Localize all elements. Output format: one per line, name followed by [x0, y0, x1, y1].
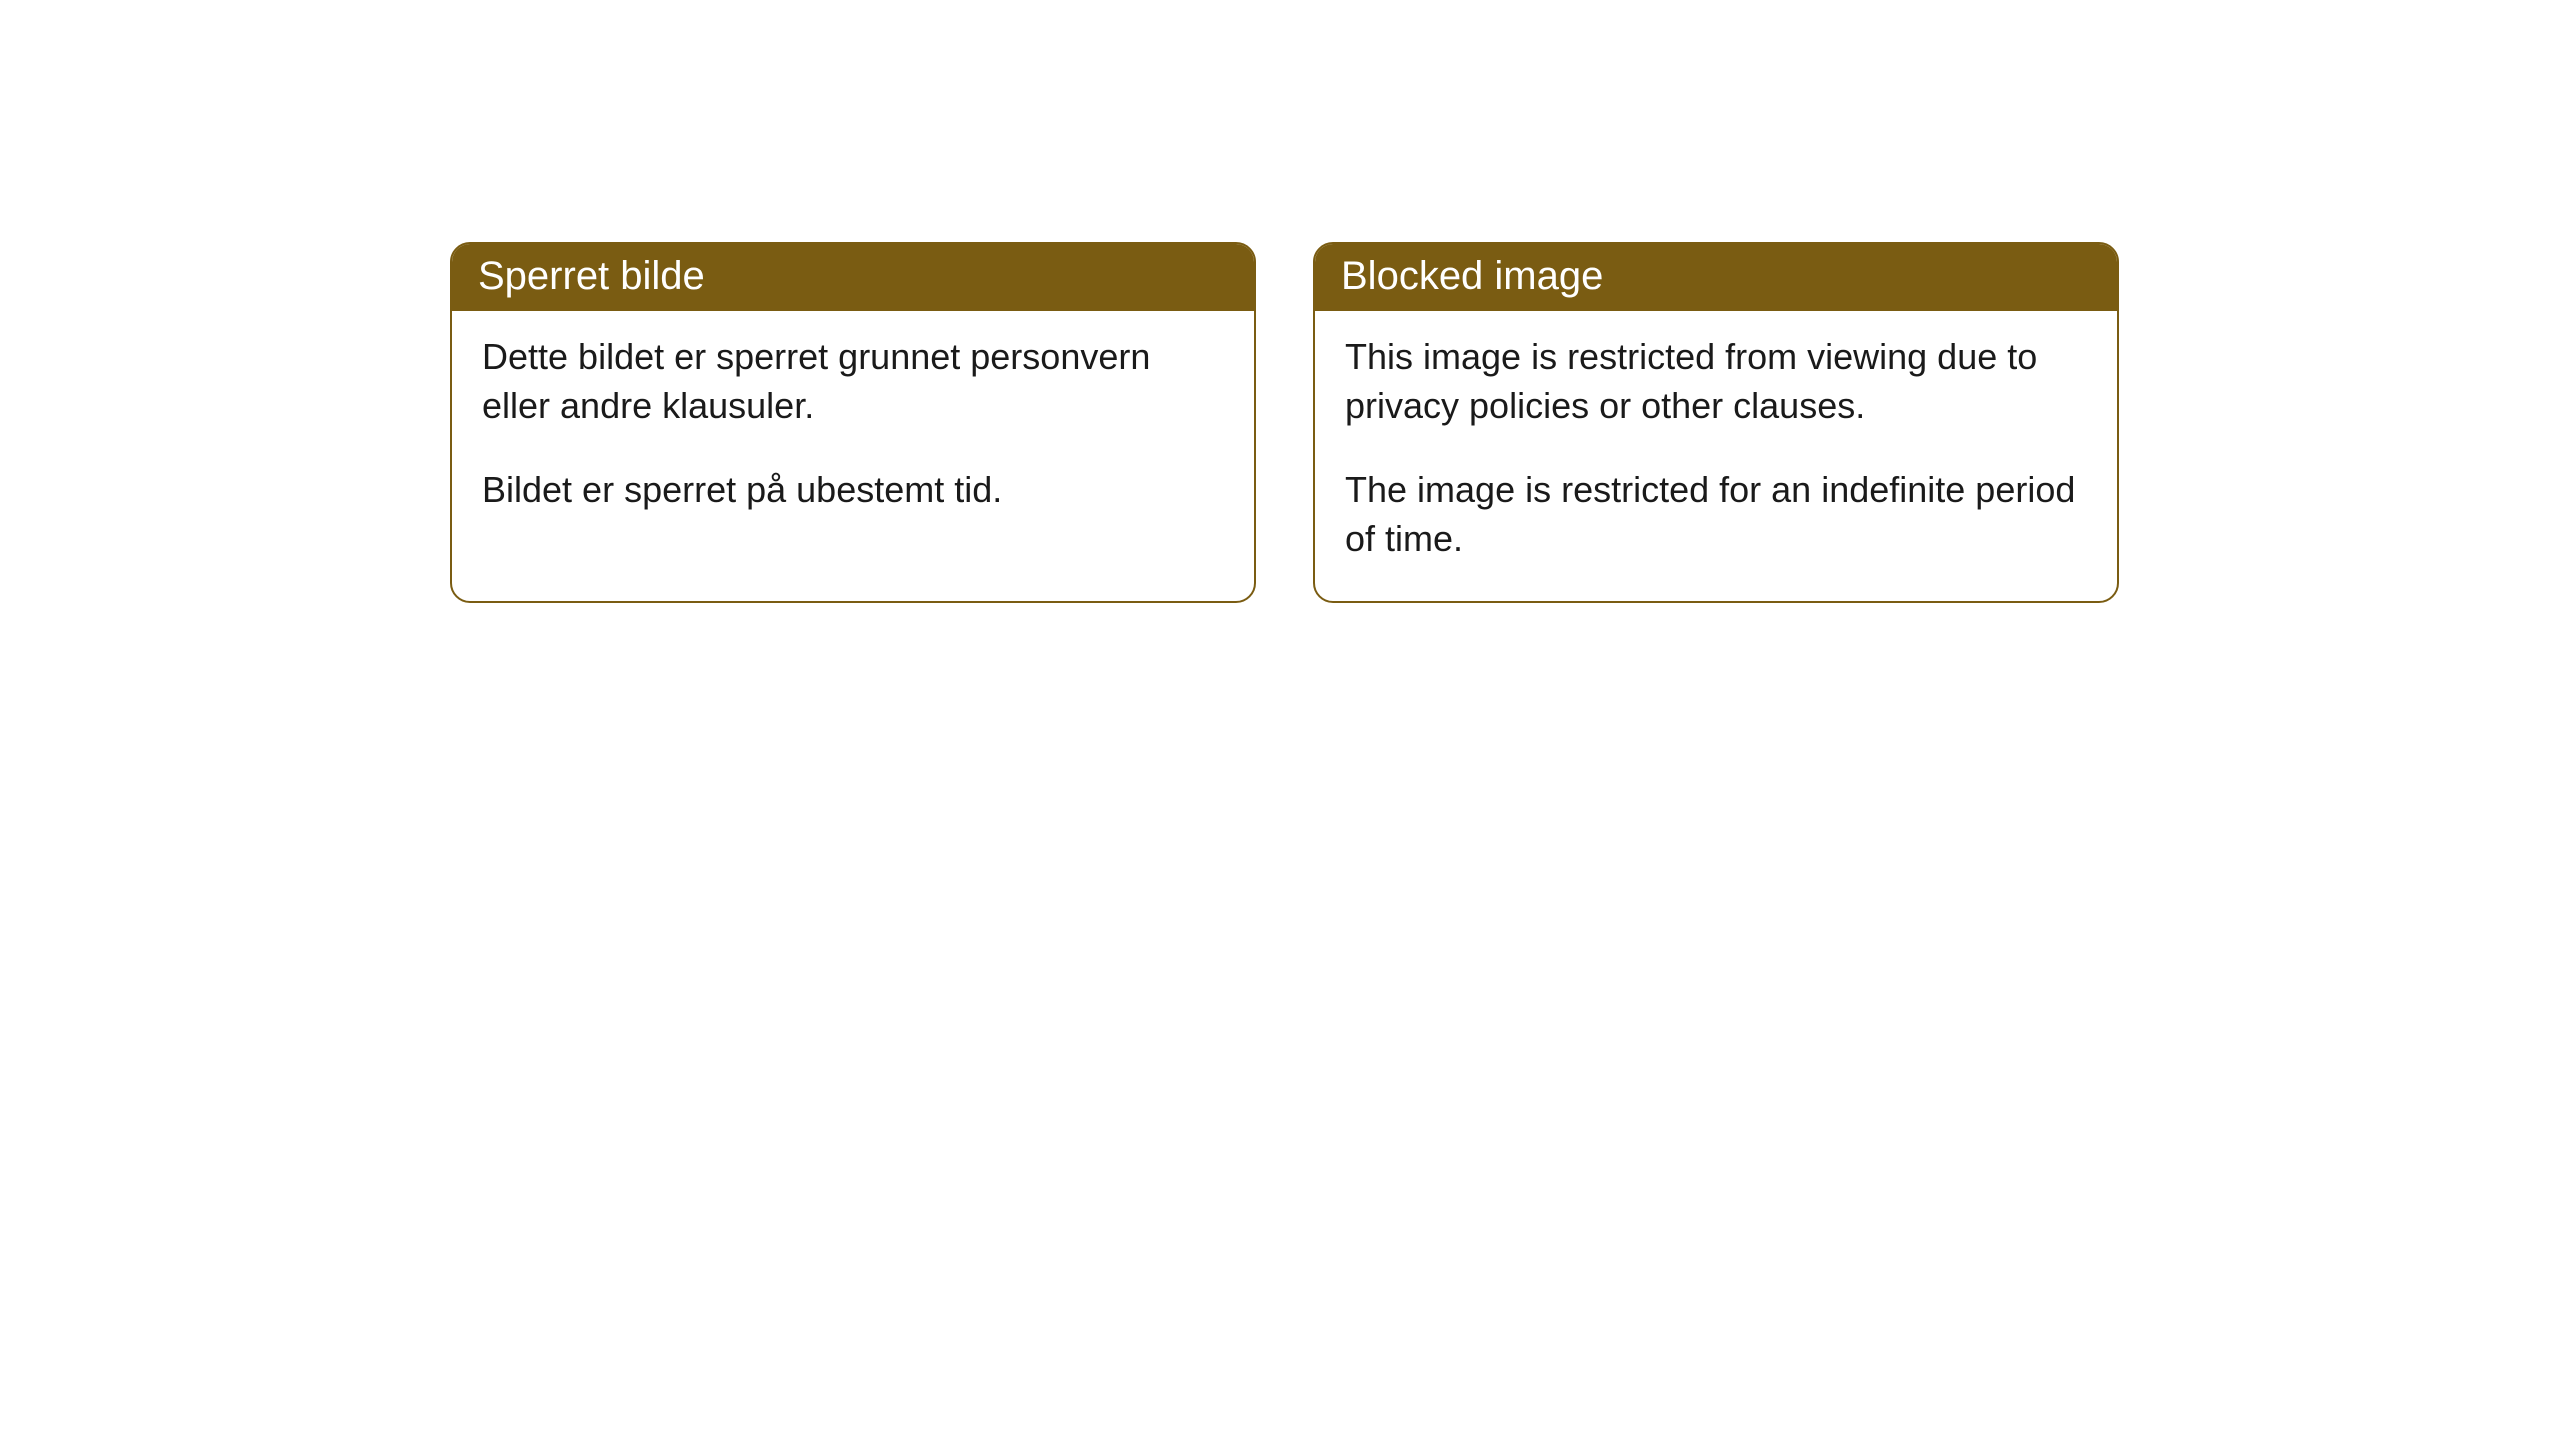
notice-card-english: Blocked image This image is restricted f…: [1313, 242, 2119, 603]
notice-paragraph: Dette bildet er sperret grunnet personve…: [482, 333, 1224, 430]
notice-card-norwegian: Sperret bilde Dette bildet er sperret gr…: [450, 242, 1256, 603]
notice-header-norwegian: Sperret bilde: [452, 244, 1254, 311]
notice-body-english: This image is restricted from viewing du…: [1315, 311, 2117, 601]
notice-paragraph: The image is restricted for an indefinit…: [1345, 466, 2087, 563]
notice-body-norwegian: Dette bildet er sperret grunnet personve…: [452, 311, 1254, 553]
notice-container: Sperret bilde Dette bildet er sperret gr…: [0, 0, 2560, 603]
notice-paragraph: This image is restricted from viewing du…: [1345, 333, 2087, 430]
notice-paragraph: Bildet er sperret på ubestemt tid.: [482, 466, 1224, 515]
notice-header-english: Blocked image: [1315, 244, 2117, 311]
